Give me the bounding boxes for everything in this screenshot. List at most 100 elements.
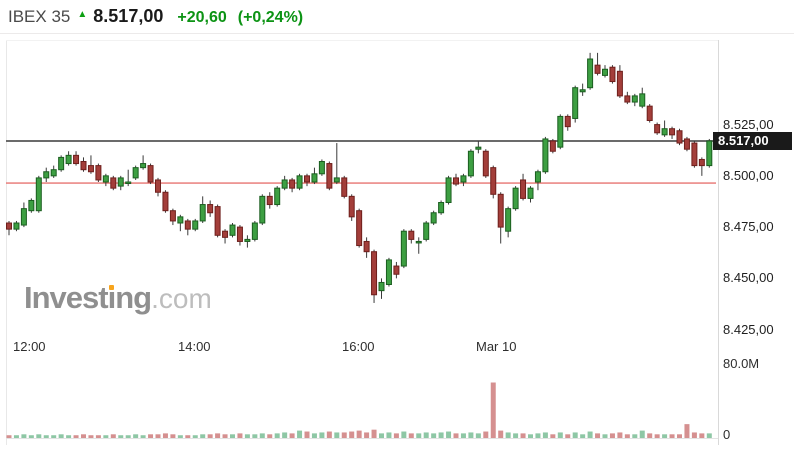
candle-body (520, 179, 527, 199)
candle-body (609, 66, 616, 83)
candle-body (87, 165, 94, 173)
volume-bar (230, 434, 235, 438)
candle-body (505, 208, 512, 232)
volume-bar (498, 430, 504, 438)
volume-bar (110, 434, 116, 438)
candle-body (326, 163, 333, 189)
candle-body (6, 222, 12, 230)
volume-bar (379, 433, 384, 438)
volume-bar (423, 432, 429, 438)
candle-body (192, 220, 199, 230)
volume-bar (162, 433, 168, 438)
candle-body (311, 173, 318, 183)
candle-body (43, 171, 50, 179)
volume-bar (326, 431, 332, 438)
candle-body (579, 89, 586, 93)
candle-body (698, 158, 705, 167)
candle-body (155, 179, 161, 193)
volume-bar (408, 433, 414, 438)
volume-bar (401, 431, 407, 438)
volume-bar (572, 432, 578, 438)
volume-bar (155, 434, 161, 438)
volume-bar (565, 434, 571, 438)
candle-body (385, 259, 392, 285)
volume-bar (662, 434, 668, 438)
candle-body (222, 230, 229, 238)
candle-body (624, 95, 631, 103)
volume-bar (319, 432, 325, 438)
volume-bar (88, 435, 94, 438)
candle-body (594, 64, 601, 74)
candle-body (654, 124, 661, 134)
candle-body (497, 193, 504, 228)
volume-bar (513, 433, 519, 438)
volume-bar (475, 433, 481, 438)
volume-bar (185, 435, 191, 438)
candle-body (20, 208, 27, 226)
volume-bar (416, 433, 422, 438)
candle-body (214, 206, 221, 236)
candle-body (393, 265, 400, 275)
candle-body (616, 70, 623, 97)
volume-bar (371, 429, 377, 438)
candle-body (251, 222, 258, 240)
last-price: 8.517,00 (93, 6, 164, 26)
volume-bar (13, 435, 19, 438)
volume-bar (125, 435, 131, 438)
volume-bar (431, 433, 437, 438)
candle-body (691, 142, 698, 167)
volume-bar (73, 435, 79, 438)
candle-body (378, 281, 385, 292)
candle-body (408, 230, 415, 240)
candle-body (453, 177, 459, 185)
candle-body (669, 128, 676, 136)
candle-body (445, 177, 452, 203)
candle-body (341, 177, 348, 197)
candle-body (110, 177, 117, 189)
volume-bar (706, 433, 712, 438)
candle-body (490, 167, 497, 195)
volume-bar (6, 435, 12, 438)
time-axis-label: Mar 10 (476, 339, 517, 354)
candle-body (467, 150, 474, 177)
volume-bar (58, 434, 64, 438)
candle-body (572, 87, 579, 119)
candle-body (50, 169, 57, 177)
candle-body (169, 210, 176, 222)
candle-body (177, 216, 184, 224)
volume-bar (542, 432, 548, 438)
candle-body (162, 191, 169, 212)
volume-bar (602, 434, 608, 438)
candle-body (542, 138, 549, 173)
volume-bar (215, 433, 221, 438)
volume-bar (684, 424, 690, 438)
time-axis-label: 16:00 (342, 339, 375, 354)
candle-body (348, 195, 355, 218)
volume-bar (647, 433, 653, 438)
candle-body (557, 115, 564, 148)
volume-bar (520, 433, 526, 438)
candle-body (28, 199, 35, 212)
candle-body (147, 165, 154, 183)
volume-bar (349, 431, 355, 438)
candle-body (683, 138, 690, 150)
volume-bar (311, 433, 317, 438)
volume-bar (118, 435, 124, 438)
volume-bar (170, 434, 176, 438)
volume-bar (699, 433, 705, 438)
candle-body (400, 230, 407, 267)
volume-bar (356, 430, 362, 438)
volume-bar (289, 433, 295, 438)
instrument-name: IBEX 35 (8, 7, 71, 26)
volume-bar (21, 434, 27, 438)
volume-bar (259, 433, 265, 438)
volume-bar (677, 434, 682, 438)
candle-body (356, 210, 363, 247)
candle-body (415, 240, 422, 244)
volume-bar (334, 432, 340, 438)
volume-bar (393, 433, 399, 438)
volume-bar (297, 430, 303, 438)
candle-body (95, 165, 102, 181)
